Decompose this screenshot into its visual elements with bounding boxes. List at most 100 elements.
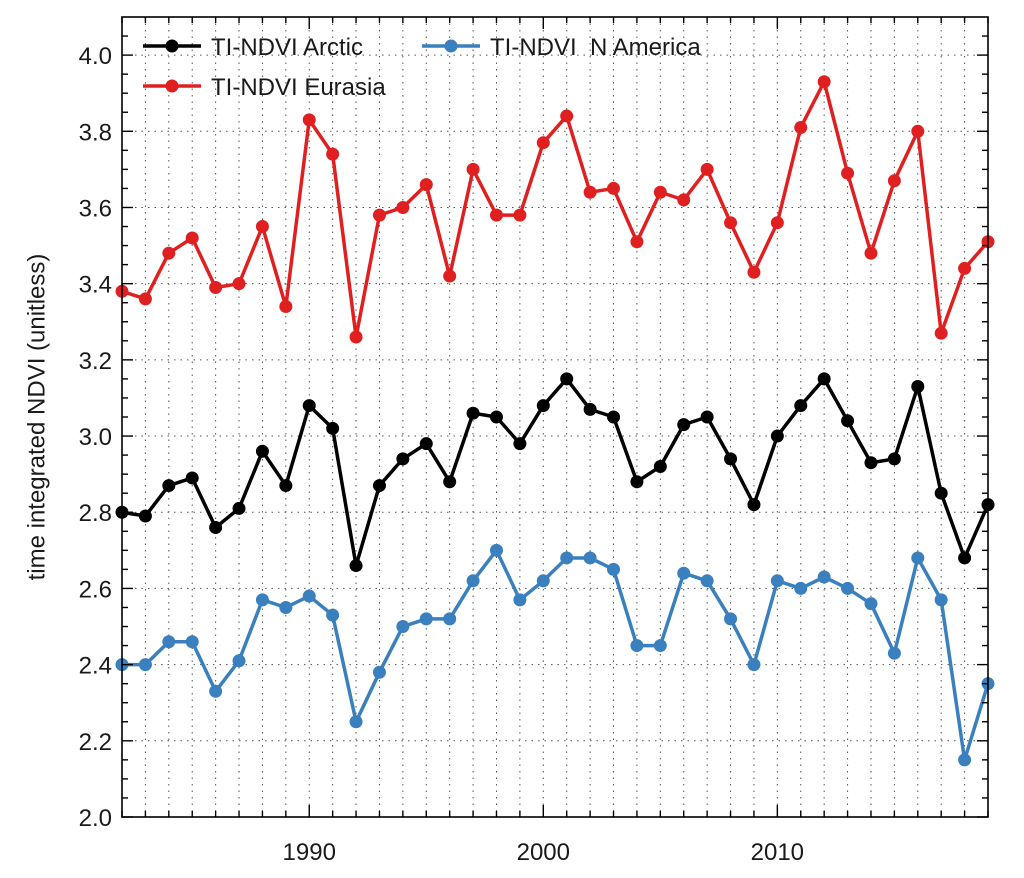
data-point <box>934 486 948 500</box>
data-point <box>232 654 246 668</box>
x-tick-label: 1990 <box>283 839 336 866</box>
data-point <box>958 551 972 565</box>
data-point <box>489 208 503 222</box>
data-point <box>443 475 457 489</box>
x-tick-label: 2000 <box>517 839 570 866</box>
data-point <box>864 456 878 470</box>
data-point <box>349 715 363 729</box>
data-point <box>419 437 433 451</box>
data-point <box>302 589 316 603</box>
y-tick-label: 3.4 <box>79 272 112 299</box>
data-point <box>326 421 340 435</box>
data-point <box>770 429 784 443</box>
data-point <box>958 753 972 767</box>
data-point <box>279 600 293 614</box>
data-point <box>864 597 878 611</box>
data-point <box>396 452 410 466</box>
data-point <box>677 418 691 432</box>
data-point <box>185 635 199 649</box>
legend: TI-NDVI Arctic TI-NDVI N America TI-NDVI E… <box>143 34 701 101</box>
data-point <box>794 581 808 595</box>
legend-label: TI-NDVI Eurasia <box>211 74 386 101</box>
y-tick-label: 3.2 <box>79 348 112 375</box>
data-point <box>209 520 223 534</box>
data-point <box>185 231 199 245</box>
data-point <box>255 444 269 458</box>
data-point <box>138 292 152 306</box>
y-tick-label: 2.4 <box>79 653 112 680</box>
data-point <box>279 300 293 314</box>
data-point <box>747 498 761 512</box>
data-point <box>934 593 948 607</box>
data-point <box>138 658 152 672</box>
data-point <box>513 593 527 607</box>
data-point <box>934 326 948 340</box>
data-point <box>513 437 527 451</box>
data-point <box>536 136 550 150</box>
x-tick-label: 2010 <box>751 839 804 866</box>
data-point <box>209 280 223 294</box>
data-point <box>302 399 316 413</box>
data-point <box>887 452 901 466</box>
data-point <box>232 501 246 515</box>
data-point <box>372 479 386 493</box>
data-point <box>372 665 386 679</box>
data-point <box>794 120 808 134</box>
series-layer <box>115 75 995 767</box>
grid-lines <box>122 17 988 817</box>
data-point <box>326 608 340 622</box>
data-point <box>841 414 855 428</box>
data-point <box>162 479 176 493</box>
data-point <box>419 178 433 192</box>
data-point <box>255 220 269 234</box>
data-point <box>489 543 503 557</box>
data-point <box>326 147 340 161</box>
series-line <box>121 377 990 568</box>
data-point <box>560 551 574 565</box>
data-point <box>396 620 410 634</box>
data-point <box>887 646 901 660</box>
data-point <box>864 246 878 260</box>
legend-entry: TI-NDVI Arctic <box>143 34 363 61</box>
data-point <box>513 208 527 222</box>
data-point <box>817 75 831 89</box>
data-point <box>700 162 714 176</box>
y-tick-label: 3.6 <box>79 195 112 222</box>
data-point <box>536 574 550 588</box>
data-point <box>747 658 761 672</box>
legend-marker <box>444 39 458 53</box>
data-point <box>700 574 714 588</box>
data-point <box>466 406 480 420</box>
series-line <box>121 80 990 339</box>
data-point <box>607 181 621 195</box>
data-point <box>443 269 457 283</box>
data-point <box>536 399 550 413</box>
data-point <box>560 372 574 386</box>
data-point <box>630 639 644 653</box>
data-point <box>583 185 597 199</box>
data-point <box>372 208 386 222</box>
legend-label: TI-NDVI Arctic <box>211 34 363 61</box>
series-2 <box>115 75 995 344</box>
data-point <box>232 277 246 291</box>
data-point <box>724 612 738 626</box>
data-point <box>489 410 503 424</box>
legend-entry: TI-NDVI N America <box>422 34 701 61</box>
y-tick-label: 2.0 <box>79 805 112 832</box>
data-point <box>817 570 831 584</box>
data-point <box>185 471 199 485</box>
data-point <box>560 109 574 123</box>
data-point <box>443 612 457 626</box>
data-point <box>419 612 433 626</box>
data-point <box>349 330 363 344</box>
data-point <box>794 399 808 413</box>
y-tick-label: 3.8 <box>79 119 112 146</box>
data-point <box>583 551 597 565</box>
data-point <box>162 246 176 260</box>
data-point <box>255 593 269 607</box>
legend-label: TI-NDVI N America <box>490 34 701 61</box>
data-point <box>700 410 714 424</box>
data-point <box>607 562 621 576</box>
series-1 <box>115 543 995 767</box>
data-point <box>209 684 223 698</box>
